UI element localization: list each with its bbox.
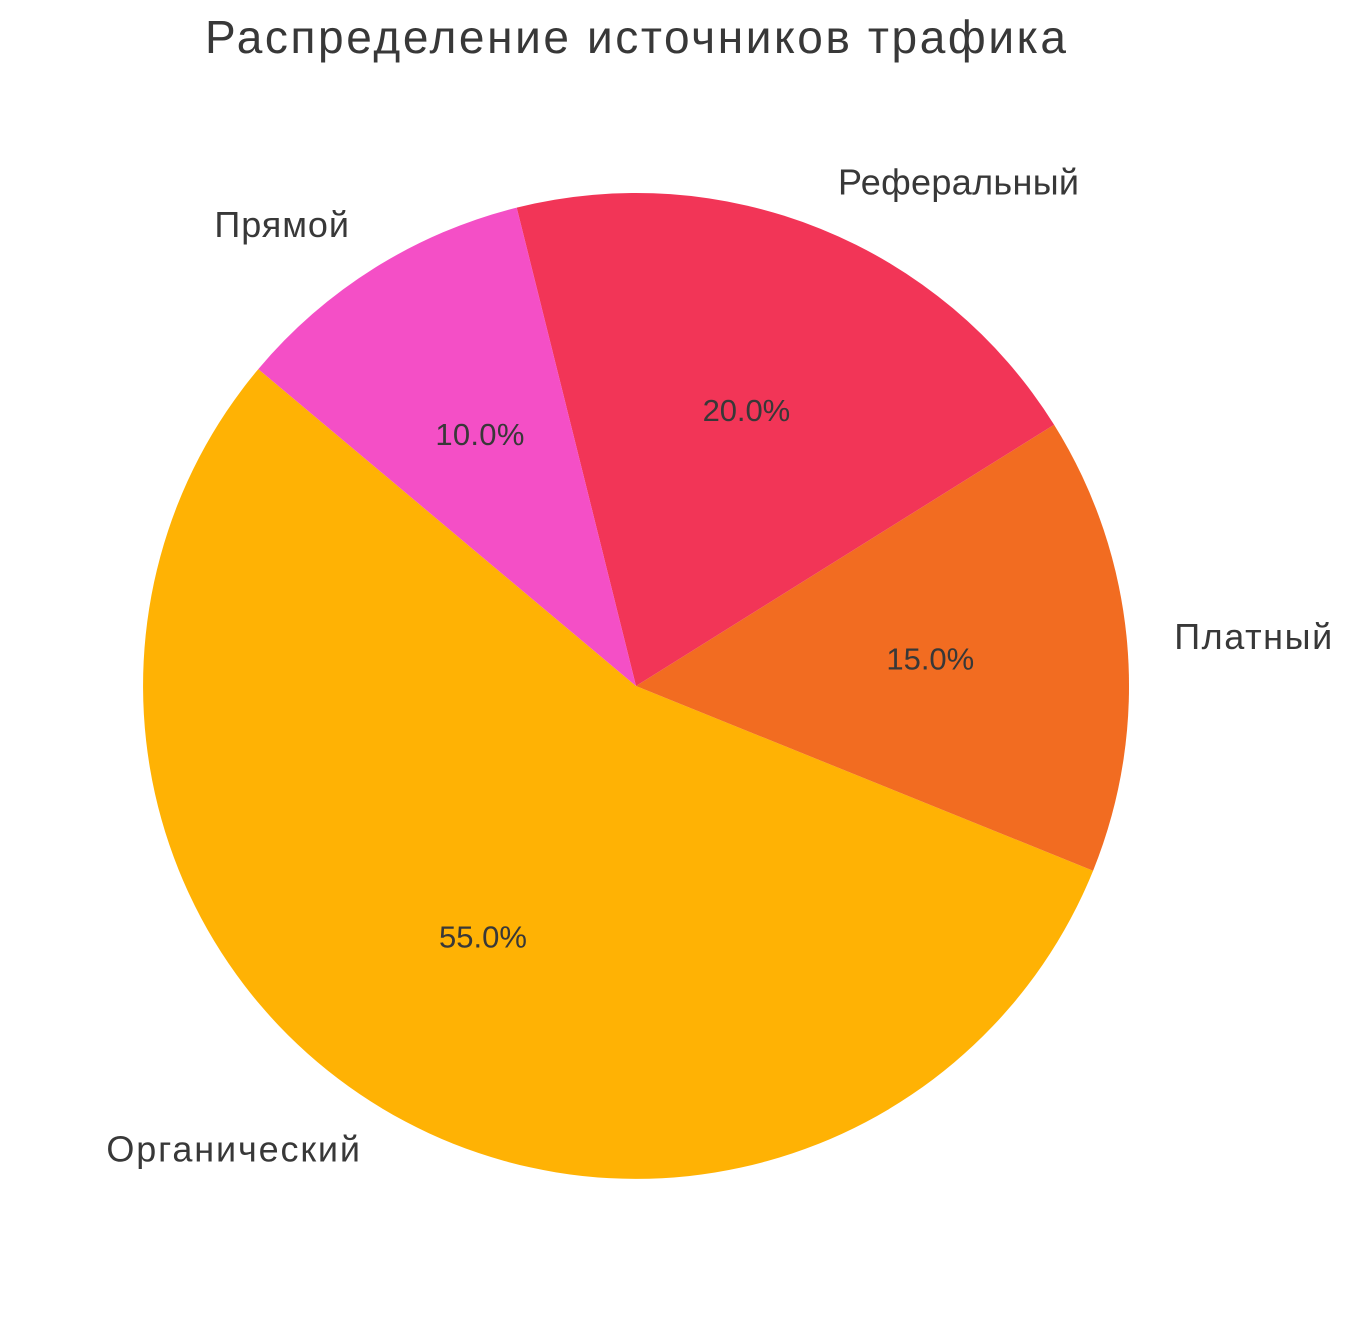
svg-text:Прямой: Прямой <box>214 204 349 245</box>
svg-text:15.0%: 15.0% <box>886 642 974 677</box>
svg-text:Платный: Платный <box>1174 616 1332 657</box>
svg-text:10.0%: 10.0% <box>435 417 524 452</box>
svg-text:Органический: Органический <box>106 1128 360 1169</box>
svg-text:Реферальный: Реферальный <box>838 162 1079 203</box>
svg-text:Распределение источников трафи: Распределение источников трафика <box>205 11 1066 63</box>
svg-text:55.0%: 55.0% <box>439 920 527 955</box>
svg-text:20.0%: 20.0% <box>703 393 791 428</box>
